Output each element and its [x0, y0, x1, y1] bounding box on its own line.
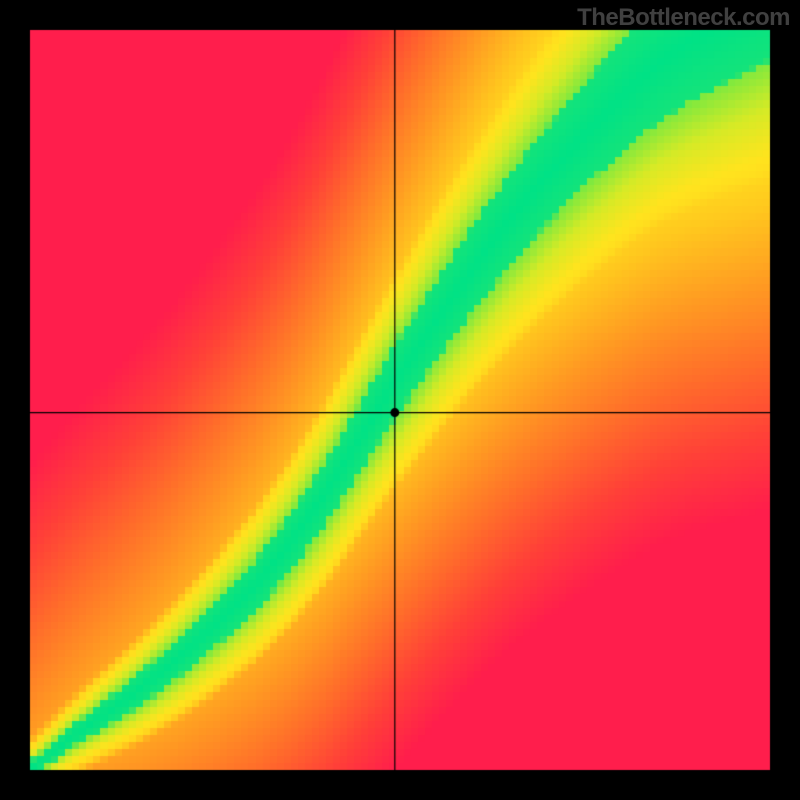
chart-container: TheBottleneck.com [0, 0, 800, 800]
watermark-text: TheBottleneck.com [577, 4, 790, 32]
heatmap-canvas [0, 0, 800, 800]
